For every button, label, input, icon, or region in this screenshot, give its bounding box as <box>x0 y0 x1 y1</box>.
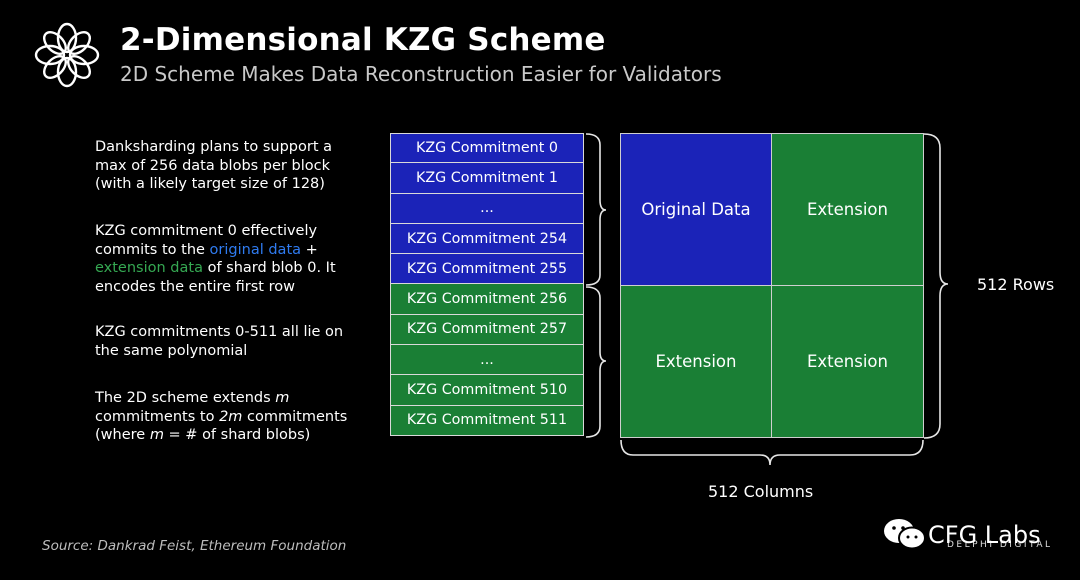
commitment-row: KZG Commitment 1 <box>390 163 584 194</box>
lower-stack-brace <box>585 286 607 438</box>
paragraph-text: = # of shard blobs) <box>163 427 311 443</box>
chat-bubble-icon <box>884 519 926 550</box>
extension-data-highlight: extension data <box>95 260 203 276</box>
commitment-row-ellipsis: ... <box>390 345 584 376</box>
extension-cell-top-right: Extension <box>772 134 923 286</box>
commitment-row: KZG Commitment 511 <box>390 405 584 436</box>
delphi-digital-watermark: DELPHI DIGITAL <box>947 540 1053 550</box>
variable-2m: 2m <box>219 408 243 425</box>
paragraph-blob-support: Danksharding plans to support a max of 2… <box>95 139 333 192</box>
paragraph-same-polynomial: KZG commitments 0-511 all lie on the sam… <box>95 324 344 359</box>
commitment-row: KZG Commitment 256 <box>390 284 584 315</box>
commitment-stack: KZG Commitment 0 KZG Commitment 1 ... KZ… <box>390 133 584 436</box>
rows-label: 512 Rows <box>977 275 1055 294</box>
commitment-row: KZG Commitment 510 <box>390 375 584 406</box>
commitment-row: KZG Commitment 254 <box>390 223 584 255</box>
commitment-row-ellipsis: ... <box>390 193 584 224</box>
paragraph-text: of shard blob 0. It encodes the entire f… <box>95 260 336 295</box>
original-data-highlight: original data <box>209 241 302 258</box>
cfg-labs-watermark: CFG Labs <box>928 521 1041 549</box>
paragraph-text: KZG commitment 0 effectively commits to … <box>95 223 318 258</box>
commitment-row: KZG Commitment 0 <box>390 133 584 164</box>
source-note: Source: Dankrad Feist, Ethereum Foundati… <box>42 538 347 554</box>
data-grid: Original Data Extension Extension Extens… <box>620 133 924 438</box>
extension-cell-bottom-left: Extension <box>621 286 772 437</box>
paragraph-text: commitments (where <box>95 408 348 444</box>
columns-label: 512 Columns <box>708 482 814 501</box>
extension-cell-bottom-right: Extension <box>772 286 923 437</box>
delphi-logo-icon <box>34 22 100 88</box>
variable-m: m <box>275 390 290 406</box>
original-data-cell: Original Data <box>621 134 772 286</box>
paragraph-text: commitments to <box>95 408 220 425</box>
paragraph-text: The 2D scheme extends <box>95 390 276 406</box>
paragraph-commitment-0: KZG commitment 0 effectively commits to … <box>95 222 365 296</box>
page-subtitle: 2D Scheme Makes Data Reconstruction Easi… <box>120 62 722 86</box>
columns-brace <box>620 439 924 466</box>
paragraph-text: + <box>301 241 318 258</box>
upper-stack-brace <box>585 133 607 286</box>
commitment-row: KZG Commitment 255 <box>390 254 584 285</box>
variable-m: m <box>149 427 164 443</box>
commitment-row: KZG Commitment 257 <box>390 314 584 346</box>
paragraph-2d-extension: The 2D scheme extends m commitments to 2… <box>95 389 365 445</box>
rows-brace <box>923 133 949 439</box>
page-title: 2-Dimensional KZG Scheme <box>120 22 606 58</box>
